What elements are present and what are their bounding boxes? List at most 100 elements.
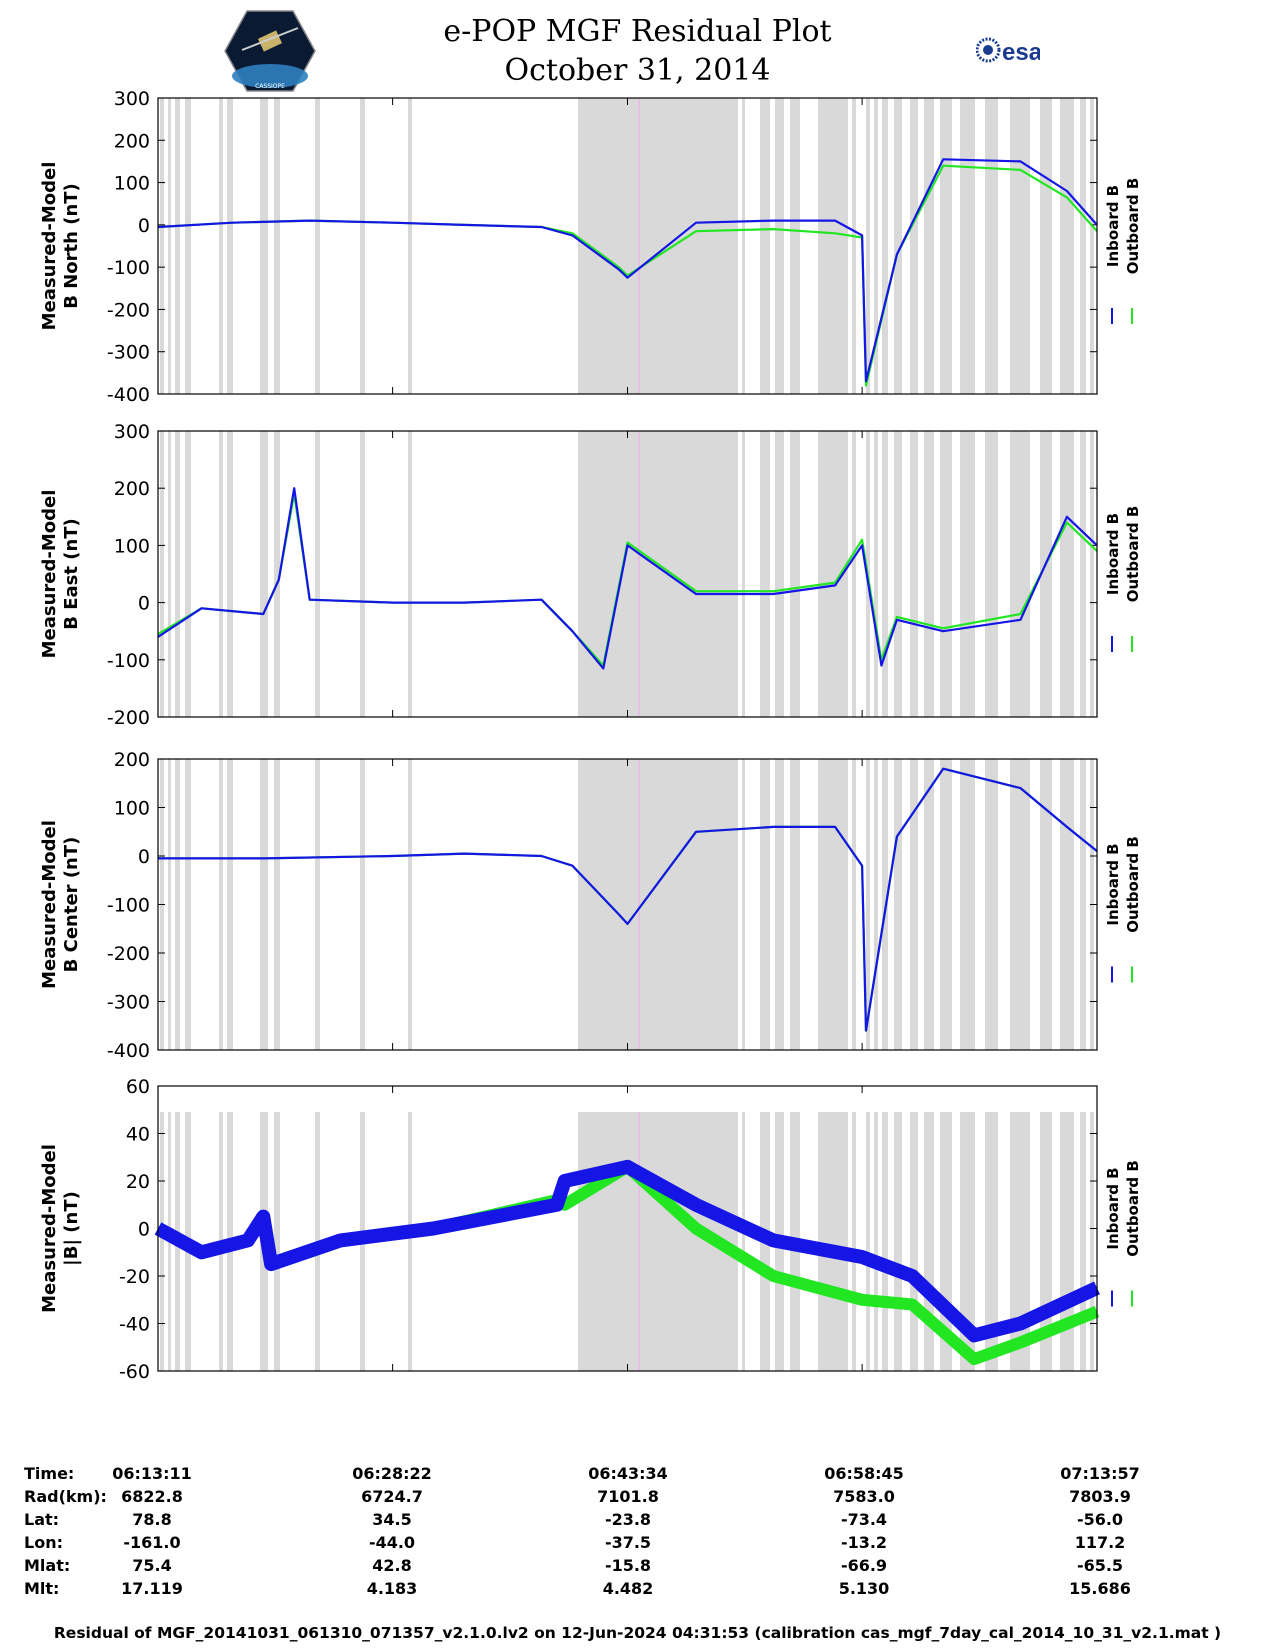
y-tick-label: -200 <box>107 943 150 965</box>
shade-band <box>882 431 888 717</box>
shade-band <box>1010 431 1030 717</box>
ephemeris-value: 6724.7 <box>361 1487 423 1506</box>
shade-band <box>874 431 878 717</box>
legend-inboard-label: Inboard B <box>1104 843 1122 925</box>
footer-caption: Residual of MGF_20141031_061310_071357_v… <box>53 1624 1222 1642</box>
ephemeris-value: -56.0 <box>1076 1510 1124 1529</box>
shade-band <box>168 98 171 394</box>
axes-frame <box>157 430 1098 718</box>
ephemeris-value: -15.8 <box>604 1556 652 1575</box>
ephemeris-value: 06:58:45 <box>824 1464 904 1483</box>
y-tick-label: 0 <box>138 215 150 237</box>
shade-band <box>360 98 365 394</box>
y-tick-label: -20 <box>119 1266 150 1288</box>
shade-band <box>894 1112 902 1371</box>
shade-band <box>882 1112 888 1371</box>
plot-date: October 31, 2014 <box>504 53 771 88</box>
shade-band <box>960 431 975 717</box>
y-axis-label: B North (nT) <box>61 183 82 309</box>
ephemeris-value: 15.686 <box>1069 1579 1131 1598</box>
shade-band <box>818 1112 848 1371</box>
y-tick-label: 200 <box>114 478 150 500</box>
shade-band <box>924 431 934 717</box>
ephemeris-value: -65.5 <box>1076 1556 1124 1575</box>
shade-band <box>960 1112 975 1371</box>
ephemeris-label: Mlat: <box>24 1556 71 1575</box>
shade-band <box>985 1112 998 1371</box>
shade-band <box>219 98 223 394</box>
ephemeris-value: -161.0 <box>123 1533 181 1552</box>
shade-band <box>1040 759 1052 1050</box>
shade-band <box>940 431 952 717</box>
ephemeris-value: 7803.9 <box>1069 1487 1131 1506</box>
shade-band <box>874 1112 878 1371</box>
shade-band <box>160 1112 164 1371</box>
cassiope-logo: CASSIOPE <box>224 10 316 92</box>
shade-band <box>175 759 180 1050</box>
ephemeris-value: -66.9 <box>840 1556 888 1575</box>
shade-band <box>160 98 164 394</box>
shade-band <box>168 431 171 717</box>
inboard-series <box>157 487 1098 670</box>
shade-band <box>219 759 223 1050</box>
shade-band <box>910 1112 918 1371</box>
shade-band <box>408 431 412 717</box>
ephemeris-value: -44.0 <box>368 1533 416 1552</box>
y-tick-label: 100 <box>114 798 150 820</box>
shade-band <box>1090 431 1094 717</box>
shade-band <box>1080 431 1086 717</box>
shade-band <box>924 759 934 1050</box>
inboard-series <box>158 767 1098 1032</box>
y-axis-label: B Center (nT) <box>61 837 82 973</box>
y-tick-label: -200 <box>107 299 150 321</box>
axes-frame <box>157 1085 1098 1372</box>
y-tick-label: 100 <box>114 173 150 195</box>
shade-band <box>185 431 191 717</box>
ephemeris-value: 42.8 <box>372 1556 412 1575</box>
shade-band <box>1060 759 1074 1050</box>
shade-band <box>894 759 902 1050</box>
ephemeris-value: 78.8 <box>132 1510 172 1529</box>
shade-band <box>185 98 191 394</box>
ephemeris-value: 06:13:11 <box>112 1464 192 1483</box>
shade-band <box>168 759 171 1050</box>
inboard-series <box>154 1159 1100 1343</box>
shade-band <box>219 431 223 717</box>
ephemeris-value: 117.2 <box>1074 1533 1126 1552</box>
shade-band <box>1060 431 1074 717</box>
shade-band <box>1040 98 1052 394</box>
shade-band <box>742 431 745 717</box>
y-tick-label: 0 <box>138 593 150 615</box>
shade-band <box>175 98 180 394</box>
y-tick-label: 60 <box>126 1076 150 1098</box>
shade-band <box>274 1112 280 1371</box>
shade-band <box>1080 1112 1086 1371</box>
y-tick-label: 200 <box>114 749 150 771</box>
shade-band <box>882 98 888 394</box>
shade-band <box>790 759 800 1050</box>
shade-band <box>852 98 856 394</box>
ephemeris-value: -23.8 <box>604 1510 652 1529</box>
shade-band <box>360 759 365 1050</box>
shade-band <box>1090 1112 1094 1371</box>
shade-band <box>910 759 918 1050</box>
shade-band <box>852 431 856 717</box>
shade-band <box>260 431 268 717</box>
ephemeris-value: 6822.8 <box>121 1487 183 1506</box>
shade-band <box>1090 98 1094 394</box>
y-tick-label: -400 <box>107 384 150 406</box>
shade-band <box>227 759 233 1050</box>
shade-band <box>775 759 784 1050</box>
y-axis-label: Measured-Model <box>39 1144 60 1313</box>
legend-inboard-label: Inboard B <box>1104 185 1122 267</box>
cassiope-logo-text: CASSIOPE <box>255 83 285 90</box>
y-tick-label: -300 <box>107 342 150 364</box>
shade-band <box>315 431 320 717</box>
ephemeris-table: Time: 06:13:11 06:28:22 06:43:34 06:58:45 07:… <box>0 1464 1275 1624</box>
shade-band <box>742 98 745 394</box>
y-axis-label: Measured-Model <box>39 162 60 331</box>
shade-band <box>760 431 770 717</box>
shade-band <box>1010 98 1030 394</box>
y-tick-label: -100 <box>107 895 150 917</box>
